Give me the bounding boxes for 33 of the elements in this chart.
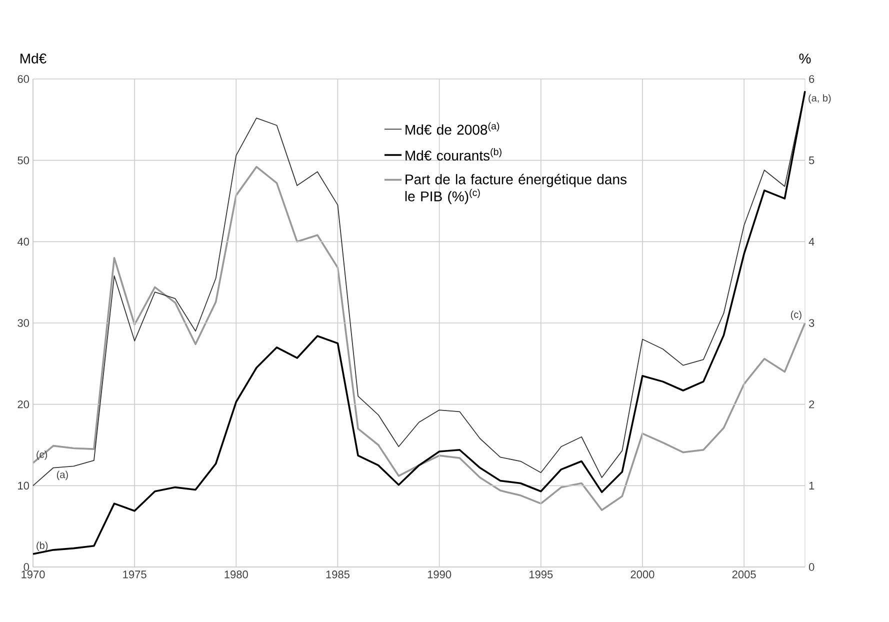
y2-tick-label: 6 — [809, 75, 814, 83]
x-tick-label: 1980 — [224, 570, 248, 578]
y-tick-label: 20 — [18, 400, 30, 408]
y-tick-label: 40 — [17, 238, 30, 246]
y-tick-label: 0 — [24, 563, 30, 571]
y-axis-title: Md€ — [20, 53, 46, 64]
x-tick-label: 1975 — [123, 570, 146, 578]
annotation: (c) — [36, 450, 48, 460]
y2-tick-label: 0 — [808, 563, 814, 571]
y-tick-label: 50 — [18, 156, 30, 164]
y2-axis-title: % — [799, 54, 811, 64]
legend-label: Part de la facture énergétique dans le PIB (%)$^{(c)}$ — [405, 174, 627, 204]
y2-tick-label: 3 — [808, 319, 814, 327]
y2-tick-label: 4 — [808, 238, 814, 246]
y2-tick-label: 5 — [808, 156, 814, 164]
x-tick-label: 2005 — [732, 570, 756, 578]
x-tick-label: 1995 — [529, 570, 553, 578]
annotation: (c) — [790, 310, 802, 320]
legend-label: Md€ courants$^{(b)}$ — [406, 148, 502, 161]
annotation: (a) — [56, 470, 68, 480]
x-tick-label: 2000 — [630, 570, 654, 578]
x-tick-label: 1985 — [326, 570, 350, 578]
annotation: (b) — [36, 542, 48, 551]
y-tick-label: 30 — [18, 319, 30, 327]
legend-label: Md€ de 2008$^{(a)}$ — [406, 122, 500, 135]
x-tick-label: 1990 — [428, 570, 452, 578]
y2-tick-label: 1 — [809, 482, 814, 490]
y-tick-label: 60 — [18, 75, 30, 83]
line-series — [32, 166, 806, 511]
y-tick-label: 10 — [18, 482, 30, 490]
annotation: (a, b) — [808, 94, 831, 104]
y2-tick-label: 2 — [809, 400, 814, 408]
x-tick-label: 1970 — [22, 570, 45, 578]
